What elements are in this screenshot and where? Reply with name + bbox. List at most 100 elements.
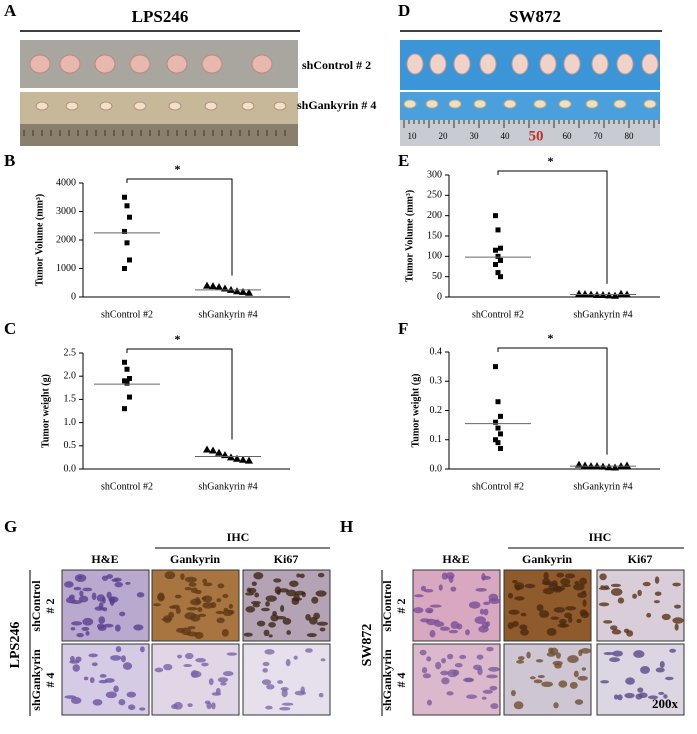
nucleus bbox=[550, 616, 560, 620]
nucleus bbox=[76, 633, 84, 638]
nucleus bbox=[483, 608, 489, 616]
side-label: SW872 bbox=[360, 624, 375, 667]
tumor bbox=[473, 99, 487, 109]
y-tick-label: 0.1 bbox=[430, 434, 443, 445]
ruler-label: 60 bbox=[563, 131, 573, 141]
triangle-point bbox=[203, 445, 211, 453]
nucleus bbox=[422, 673, 431, 679]
nucleus bbox=[664, 676, 674, 681]
ruler-label: 30 bbox=[470, 131, 480, 141]
nucleus bbox=[119, 611, 126, 617]
triangle-point bbox=[623, 461, 631, 469]
nucleus bbox=[429, 604, 442, 608]
nucleus bbox=[188, 582, 197, 587]
nucleus bbox=[565, 606, 577, 611]
nucleus bbox=[475, 587, 487, 592]
nucleus bbox=[153, 603, 161, 607]
nucleus bbox=[72, 664, 80, 672]
nucleus bbox=[633, 650, 645, 658]
nucleus bbox=[91, 592, 97, 601]
nucleus bbox=[669, 648, 676, 653]
column-label: Gankyrin bbox=[170, 552, 220, 566]
column-label: Gankyrin bbox=[522, 552, 572, 566]
nucleus bbox=[439, 626, 450, 631]
nucleus bbox=[577, 675, 588, 681]
nucleus bbox=[190, 670, 199, 678]
nucleus bbox=[552, 660, 563, 666]
square-point bbox=[495, 270, 501, 276]
nucleus bbox=[254, 592, 260, 598]
significance-bracket bbox=[126, 348, 233, 440]
nucleus bbox=[421, 666, 428, 674]
nucleus bbox=[281, 702, 294, 706]
nucleus bbox=[125, 581, 131, 585]
nucleus bbox=[551, 580, 558, 587]
nucleus bbox=[281, 689, 288, 698]
column-label: H&E bbox=[442, 552, 469, 566]
nucleus bbox=[202, 578, 208, 584]
x-tick-label: shGankyrin #4 bbox=[198, 309, 257, 320]
nucleus bbox=[306, 633, 317, 638]
nucleus bbox=[507, 592, 514, 599]
nucleus bbox=[642, 581, 651, 587]
nucleus bbox=[465, 629, 470, 636]
nucleus bbox=[211, 702, 216, 710]
nucleus bbox=[456, 623, 463, 630]
nucleus bbox=[553, 607, 566, 613]
triangle-point bbox=[239, 455, 247, 463]
nucleus bbox=[101, 575, 109, 581]
tumor bbox=[613, 99, 627, 109]
row-label: shControl# 2 bbox=[29, 580, 57, 632]
row-label: shGankyrin# 4 bbox=[380, 649, 408, 711]
nucleus bbox=[270, 614, 279, 622]
nucleus bbox=[278, 588, 289, 593]
micrograph bbox=[242, 643, 331, 716]
nucleus bbox=[567, 655, 579, 664]
nucleus bbox=[489, 685, 498, 691]
tumor bbox=[403, 99, 417, 109]
nucleus bbox=[674, 623, 679, 631]
tumor bbox=[563, 53, 581, 75]
nucleus bbox=[79, 590, 84, 597]
x-tick-label: shControl #2 bbox=[101, 481, 153, 492]
tumor bbox=[539, 53, 557, 75]
triangle-point bbox=[611, 291, 619, 299]
nucleus bbox=[573, 583, 585, 591]
panel-letter: F bbox=[398, 319, 408, 338]
significance: * bbox=[548, 154, 554, 168]
panel-title: SW872 bbox=[509, 7, 561, 26]
nucleus bbox=[512, 580, 518, 584]
magnification: 200x bbox=[652, 696, 679, 711]
nucleus bbox=[454, 663, 463, 668]
nucleus bbox=[539, 610, 550, 618]
nucleus bbox=[574, 699, 584, 705]
square-point bbox=[493, 247, 498, 253]
y-tick-label: 2.0 bbox=[64, 370, 77, 381]
nucleus bbox=[198, 613, 207, 618]
nucleus bbox=[291, 597, 303, 601]
nucleus bbox=[526, 651, 531, 659]
tumor bbox=[29, 54, 51, 74]
nucleus bbox=[564, 573, 576, 579]
y-axis-label: Tumor Volume (mm³) bbox=[34, 194, 45, 286]
row-label: shControl# 2 bbox=[380, 580, 408, 632]
y-tick-label: 50 bbox=[432, 271, 442, 282]
tumor bbox=[166, 54, 188, 74]
nucleus bbox=[482, 689, 493, 694]
tumor bbox=[204, 101, 218, 111]
square-point bbox=[122, 266, 127, 271]
square-point bbox=[495, 253, 501, 259]
nucleus bbox=[201, 596, 207, 601]
tumor bbox=[585, 99, 599, 109]
nucleus bbox=[154, 667, 164, 673]
nucleus bbox=[164, 571, 176, 580]
nucleus bbox=[113, 685, 119, 693]
nucleus bbox=[211, 692, 222, 696]
micrograph bbox=[151, 569, 240, 642]
y-tick-label: 0.5 bbox=[64, 440, 77, 451]
nucleus bbox=[184, 587, 192, 591]
nucleus bbox=[215, 610, 224, 615]
nucleus bbox=[519, 624, 528, 630]
tumor bbox=[65, 101, 79, 111]
nucleus bbox=[560, 578, 571, 586]
